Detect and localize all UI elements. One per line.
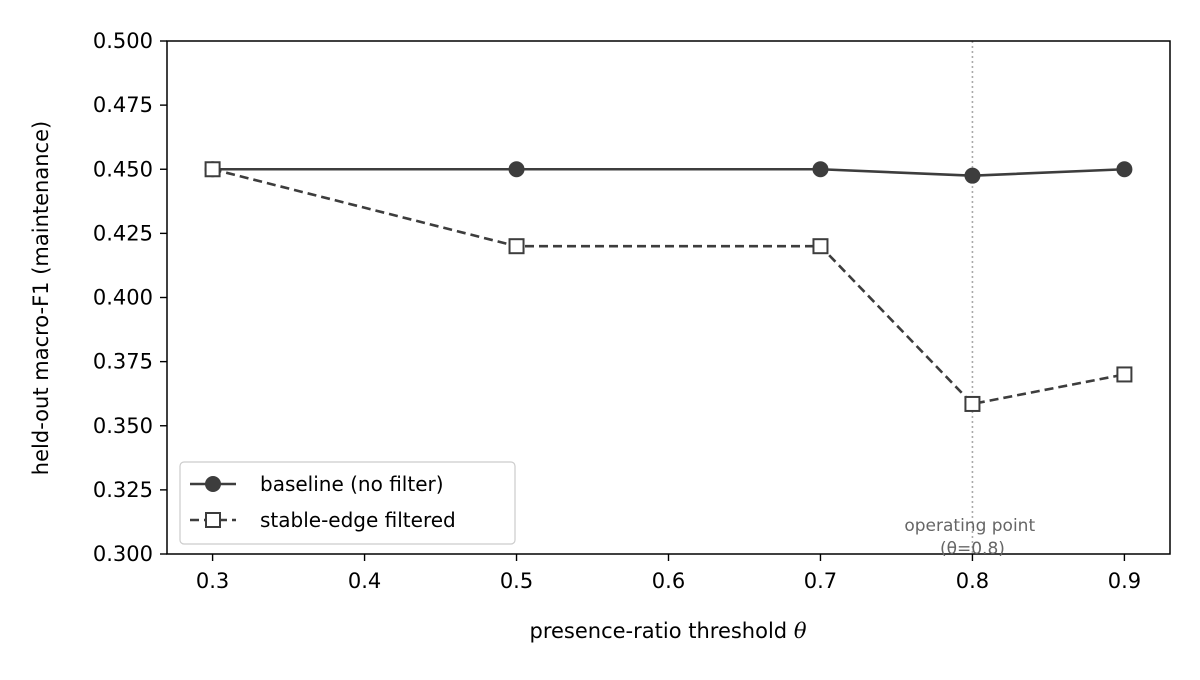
- x-tick-label: 0.8: [956, 569, 989, 593]
- y-axis-label: held-out macro-F1 (maintenance): [29, 121, 53, 475]
- axis-ticks: 0.3 0.4 0.5 0.6 0.7 0.8 0.9 0.300 0.325 0.350 0.37…: [93, 29, 1141, 593]
- filtered-point: [1116, 366, 1133, 383]
- y-tick-label: 0.325: [93, 478, 153, 502]
- y-tick-label: 0.450: [93, 157, 153, 181]
- x-tick-label: 0.7: [804, 569, 837, 593]
- operating-point-annotation: operating point (θ=0.8): [904, 516, 1040, 559]
- legend-frame: [179, 461, 516, 545]
- legend-filtered-marker: [205, 512, 221, 528]
- y-tick-label: 0.475: [93, 93, 153, 117]
- x-axis-label: presence-ratio threshold θ: [530, 619, 807, 643]
- y-tick-label: 0.300: [93, 542, 153, 566]
- filtered-point: [812, 238, 829, 255]
- annotation-line-1: operating point: [904, 516, 1035, 536]
- x-tick-label: 0.4: [348, 569, 381, 593]
- y-tick-label: 0.500: [93, 29, 153, 53]
- filtered-point: [508, 238, 525, 255]
- annotation-line-2: (θ=0.8): [940, 539, 1005, 559]
- filtered-point: [204, 161, 221, 178]
- y-tick-label: 0.425: [93, 221, 153, 245]
- baseline-point: [964, 167, 981, 184]
- y-tick-label: 0.400: [93, 286, 153, 310]
- x-tick-label: 0.5: [500, 569, 533, 593]
- y-tick-label: 0.375: [93, 350, 153, 374]
- legend-baseline-label: baseline (no filter): [260, 472, 444, 496]
- x-tick-label: 0.9: [1108, 569, 1141, 593]
- x-tick-label: 0.6: [652, 569, 685, 593]
- x-tick-label: 0.3: [196, 569, 229, 593]
- legend: baseline (no filter) stable-edge filtere…: [179, 461, 516, 545]
- legend-baseline-marker: [205, 476, 221, 492]
- baseline-point: [1116, 161, 1133, 178]
- filtered-point: [964, 395, 981, 412]
- series-layer: [204, 161, 1133, 412]
- baseline-point: [812, 161, 829, 178]
- baseline-point: [508, 161, 525, 178]
- legend-filtered-label: stable-edge filtered: [260, 508, 456, 532]
- y-tick-label: 0.350: [93, 414, 153, 438]
